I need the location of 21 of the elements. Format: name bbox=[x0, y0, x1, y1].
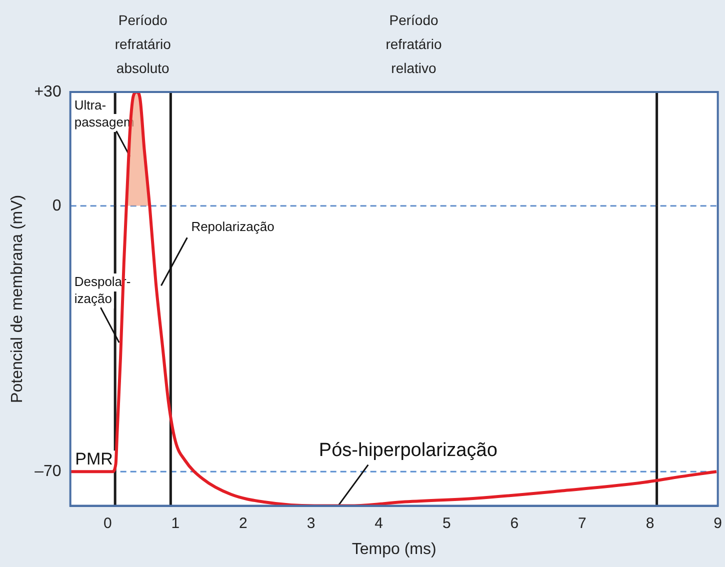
x-tick-label: 8 bbox=[646, 514, 654, 532]
y-tick-label: +30 bbox=[34, 83, 62, 100]
x-tick-label: 5 bbox=[442, 514, 451, 532]
y-tick-label: –70 bbox=[34, 463, 62, 480]
x-tick-label: 6 bbox=[510, 514, 519, 532]
x-tick-label: 9 bbox=[714, 514, 722, 532]
annotation: Repolarização bbox=[191, 219, 274, 234]
text: Período refratário relativo bbox=[386, 12, 442, 76]
x-tick-label: 4 bbox=[374, 514, 383, 532]
x-tick-label: 0 bbox=[103, 514, 112, 532]
x-tick-label: 3 bbox=[306, 514, 316, 532]
annotation: PMR bbox=[75, 449, 113, 468]
y-tick-label: 0 bbox=[52, 197, 62, 214]
y-axis-title: Potencial de membrana (mV) bbox=[9, 194, 26, 403]
x-tick-label: 2 bbox=[239, 514, 248, 532]
line-series bbox=[70, 92, 718, 506]
text: Período refratário absoluto bbox=[114, 12, 172, 76]
x-tick-label: 1 bbox=[171, 514, 180, 532]
annotation: Pós-hiperpolarização bbox=[318, 440, 498, 462]
x-tick-label: 7 bbox=[578, 514, 586, 532]
x-axis-title: Tempo (ms) bbox=[352, 540, 436, 558]
